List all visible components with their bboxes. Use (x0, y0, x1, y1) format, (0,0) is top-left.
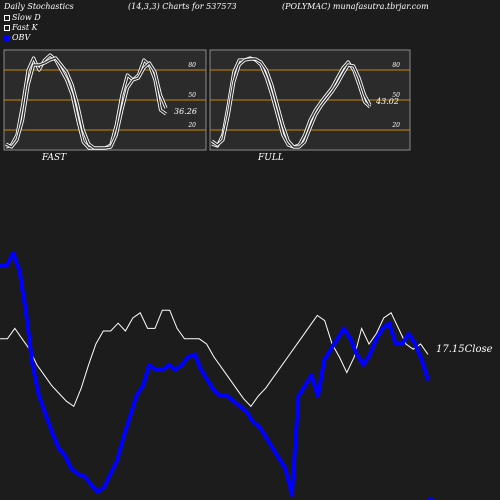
fast-ytick-label: 80 (188, 62, 196, 69)
slow-d-swatch-icon (4, 15, 10, 21)
legend-obv: OBV (4, 33, 30, 42)
full-series-1-line-inner (211, 58, 371, 148)
site-label: (POLYMAC) munafasutra.tbrjar.com (282, 2, 429, 11)
full-ytick-label: 50 (392, 92, 400, 99)
legend-obv-label: OBV (12, 33, 31, 42)
legend-fast-k: Fast K (4, 23, 38, 32)
fast-ytick-label: 50 (188, 92, 196, 99)
full-panel-title: FULL (257, 153, 284, 163)
full-ytick-label: 80 (392, 62, 400, 69)
close-last-value-label: 17.15Close (436, 344, 493, 355)
fast-k-swatch-icon (4, 25, 10, 31)
chart-title: Daily Stochastics (4, 2, 74, 11)
legend-slow-d: Slow D (4, 13, 41, 22)
chart-params: (14,3,3) Charts for 537573 (128, 2, 237, 11)
obv-swatch-icon (4, 35, 10, 41)
full-ytick-label: 20 (391, 122, 400, 129)
fast-panel-title: FAST (41, 153, 67, 163)
fast-series-0-line-inner (5, 54, 167, 149)
fast-last-value-label: 36.26 (174, 107, 197, 116)
full-last-value-label: 43.02 (375, 97, 399, 106)
fast-series-1-line-inner (5, 57, 167, 149)
legend-slow-d-label: Slow D (12, 13, 41, 22)
close-price-line (0, 309, 429, 408)
fast-ytick-label: 20 (187, 122, 196, 129)
obv-line (0, 251, 430, 497)
legend-fast-k-label: Fast K (12, 23, 38, 32)
